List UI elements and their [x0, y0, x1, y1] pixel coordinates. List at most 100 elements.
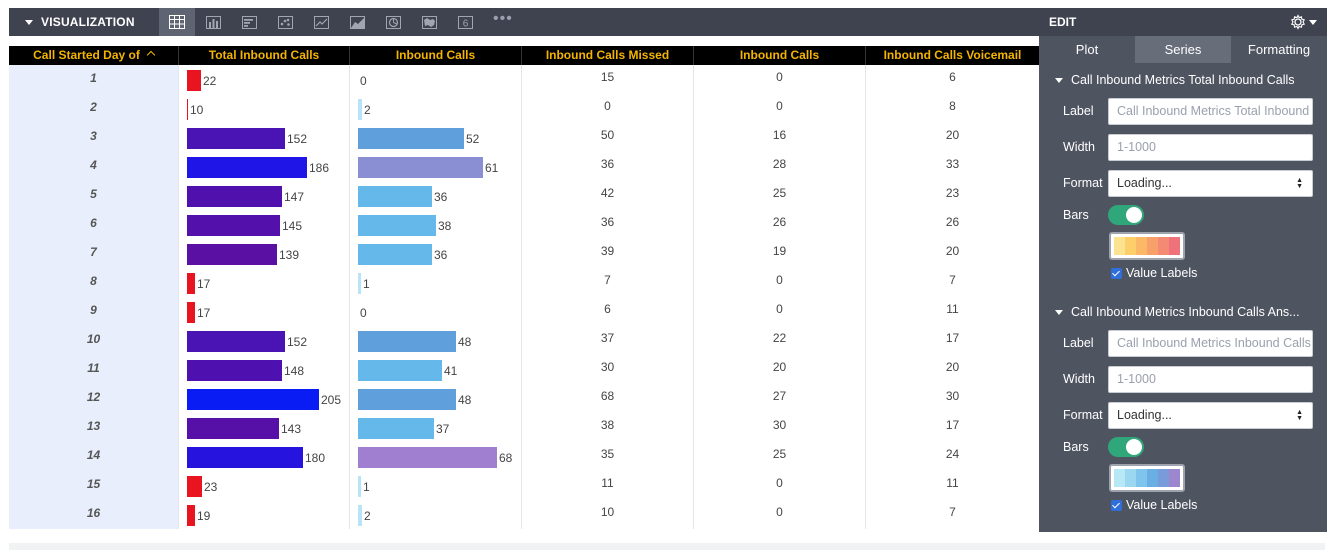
area-icon[interactable] — [339, 8, 375, 36]
single-value-icon[interactable]: 6 — [447, 8, 483, 36]
label-label: Label — [1063, 104, 1094, 118]
data-table: Call Started Day of Total Inbound Calls … — [9, 46, 1039, 529]
voicemail-cell: 26 — [945, 215, 960, 229]
format-field-row: Format Loading... ▲ ▼ — [1039, 397, 1327, 433]
voicemail-cell: 20 — [945, 360, 960, 374]
width-input[interactable]: 1-1000 — [1108, 365, 1313, 393]
bars-toggle[interactable] — [1108, 437, 1144, 457]
map-icon[interactable] — [411, 8, 447, 36]
palette-swatch — [1158, 237, 1169, 255]
header-inbound-calls-2[interactable]: Inbound Calls — [694, 46, 866, 65]
inbound-calls-cell: 36 — [350, 181, 522, 210]
scatter-icon[interactable] — [267, 8, 303, 36]
visualization-toggle[interactable]: VISUALIZATION — [9, 8, 159, 36]
total-inbound-value: 143 — [281, 421, 302, 436]
color-palette[interactable] — [1109, 232, 1185, 260]
total-inbound-value: 148 — [284, 363, 305, 378]
section-toggle[interactable]: Call Inbound Metrics Total Inbound Calls — [1039, 67, 1327, 93]
format-select[interactable]: Loading... ▲ ▼ — [1108, 169, 1313, 197]
header-inbound-calls-voicemail[interactable]: Inbound Calls Voicemail — [883, 48, 1022, 62]
inbound-calls-2-cell: 25 — [694, 442, 866, 471]
value-labels-checkbox[interactable] — [1111, 499, 1122, 511]
select-arrows-icon: ▲ ▼ — [1296, 408, 1303, 422]
palette-swatch — [1136, 237, 1147, 255]
total-inbound-value: 139 — [279, 247, 300, 262]
table-icon[interactable] — [159, 8, 195, 36]
total-inbound-value: 186 — [309, 160, 330, 175]
section-toggle[interactable]: Call Inbound Metrics Inbound Calls Ans..… — [1039, 299, 1327, 325]
inbound-calls-value: 2 — [364, 102, 371, 117]
visualization-type-icons: 6 ••• — [159, 8, 513, 36]
format-value: Loading... — [1117, 407, 1172, 422]
tab-formatting[interactable]: Formatting — [1231, 36, 1327, 63]
inbound-calls-2-cell: 0 — [694, 297, 866, 326]
value-labels-checkbox[interactable] — [1111, 267, 1122, 279]
total-inbound-cell: 22 — [179, 65, 350, 94]
table-row: 14 180 68 35 25 24 — [9, 442, 1039, 471]
palette-swatch — [1169, 469, 1180, 487]
toggle-knob — [1126, 207, 1142, 223]
pie-icon[interactable] — [375, 8, 411, 36]
inbound-calls-value: 36 — [434, 247, 448, 262]
day-cell: 6 — [9, 210, 179, 239]
bar-chart-icon[interactable] — [195, 8, 231, 36]
horizontal-scrollbar[interactable] — [9, 543, 1325, 550]
value-labels-text: Value Labels — [1126, 498, 1198, 512]
color-palette[interactable] — [1109, 464, 1185, 492]
inbound-calls-bar — [358, 447, 497, 468]
total-inbound-value: 17 — [197, 276, 211, 291]
total-inbound-cell: 17 — [179, 268, 350, 297]
line-icon[interactable] — [303, 8, 339, 36]
header-inbound-calls-missed[interactable]: Inbound Calls Missed — [522, 46, 694, 65]
inbound-missed-cell: 10 — [522, 500, 694, 529]
visualization-title: VISUALIZATION — [41, 15, 135, 29]
voicemail-cell: 24 — [945, 447, 960, 461]
palette-swatch — [1136, 469, 1147, 487]
header-total-inbound-calls[interactable]: Total Inbound Calls — [179, 46, 350, 65]
day-cell: 16 — [9, 500, 179, 529]
gear-menu[interactable] — [1290, 14, 1317, 30]
more-options-icon[interactable]: ••• — [493, 10, 513, 27]
value-labels-row[interactable]: Value Labels — [1039, 263, 1327, 283]
inbound-calls-2-cell: 20 — [694, 355, 866, 384]
inbound-calls-bar — [358, 476, 361, 497]
day-cell: 10 — [9, 326, 179, 355]
total-inbound-bar — [187, 389, 319, 410]
inbound-calls-2-cell: 28 — [694, 152, 866, 181]
width-input[interactable]: 1-1000 — [1108, 133, 1313, 161]
total-inbound-bar — [187, 70, 201, 91]
format-select[interactable]: Loading... ▲ ▼ — [1108, 401, 1313, 429]
label-input[interactable]: Call Inbound Metrics Total Inbound Calls — [1108, 97, 1313, 125]
label-input[interactable]: Call Inbound Metrics Inbound Calls Answe… — [1108, 329, 1313, 357]
inbound-calls-2-cell: 0 — [694, 268, 866, 297]
inbound-calls-value: 0 — [360, 73, 367, 88]
value-labels-row[interactable]: Value Labels — [1039, 495, 1327, 515]
label-field-row: Label Call Inbound Metrics Inbound Calls… — [1039, 325, 1327, 361]
total-inbound-cell: 19 — [179, 500, 350, 529]
table-row: 3 152 52 50 16 20 — [9, 123, 1039, 152]
bars-toggle[interactable] — [1108, 205, 1144, 225]
total-inbound-cell: 139 — [179, 239, 350, 268]
header-inbound-calls[interactable]: Inbound Calls — [350, 46, 522, 65]
total-inbound-bar — [187, 186, 282, 207]
table-row: 8 17 1 7 0 7 — [9, 268, 1039, 297]
palette-swatch — [1114, 237, 1125, 255]
toggle-knob — [1126, 439, 1142, 455]
format-label: Format — [1063, 408, 1103, 422]
tab-series[interactable]: Series — [1135, 36, 1231, 63]
total-inbound-bar — [187, 99, 188, 120]
total-inbound-value: 23 — [204, 479, 218, 494]
inbound-missed-cell: 35 — [522, 442, 694, 471]
palette-swatch — [1125, 237, 1136, 255]
inbound-calls-cell: 2 — [350, 94, 522, 123]
day-cell: 8 — [9, 268, 179, 297]
column-chart-icon[interactable] — [231, 8, 267, 36]
tab-plot[interactable]: Plot — [1039, 36, 1135, 63]
table-row: 1 22 0 15 0 6 — [9, 65, 1039, 94]
inbound-calls-bar — [358, 331, 456, 352]
header-call-started-day[interactable]: Call Started Day of — [9, 46, 179, 65]
voicemail-cell: 20 — [945, 244, 960, 258]
table-row: 9 17 0 6 0 11 — [9, 297, 1039, 326]
sort-ascending-icon[interactable] — [146, 50, 156, 60]
